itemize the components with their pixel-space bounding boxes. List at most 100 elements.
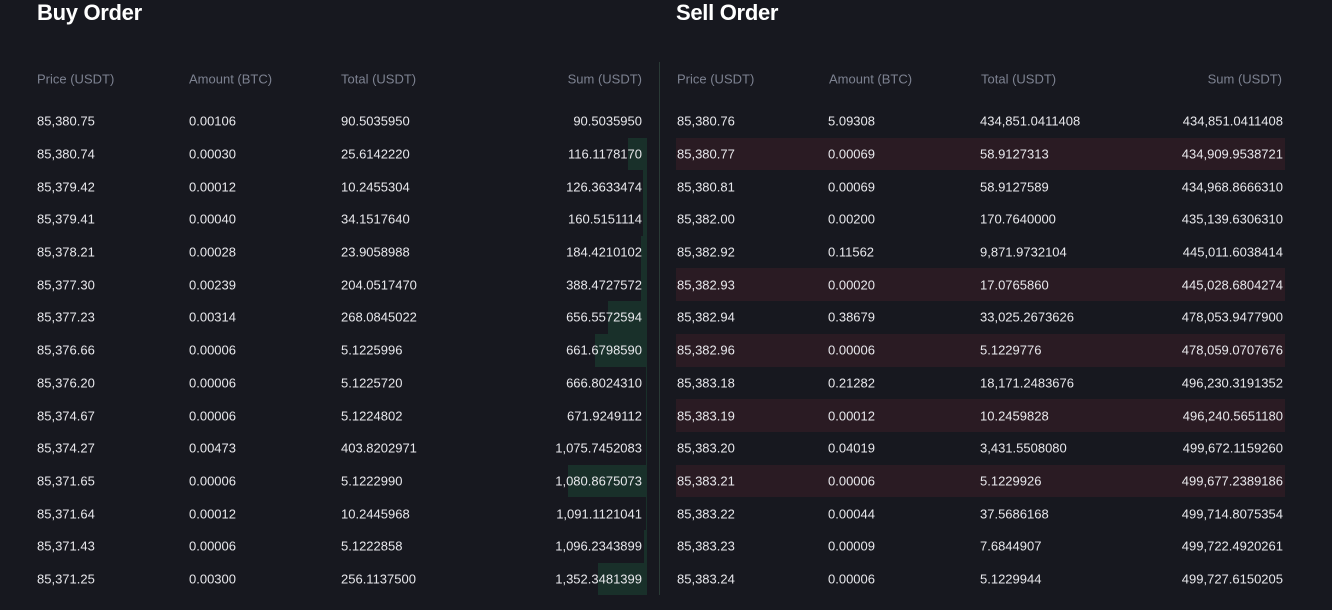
cell-total: 5.1222858 (341, 538, 403, 554)
cell-total: 90.5035950 (341, 113, 410, 129)
sell-order-row[interactable]: 85,380.76 5.09308 434,851.0411408 434,851.0… (676, 105, 1285, 138)
cell-sum: 499,727.6150205 (1181, 571, 1283, 587)
buy-order-row[interactable]: 85,380.75 0.00106 90.5035950 90.5035950 (37, 105, 647, 138)
header-price: Price (USDT) (677, 71, 755, 86)
cell-sum: 434,909.9538721 (1181, 146, 1283, 162)
buy-order-row[interactable]: 85,380.74 0.00030 25.6142220 116.1178170 (37, 137, 647, 171)
cell-price: 85,383.23 (677, 538, 735, 554)
sell-order-row[interactable]: 85,383.23 0.00009 7.6844907 499,722.4920261 (676, 530, 1285, 563)
cell-sum: 656.5572594 (566, 309, 642, 325)
cell-amount: 0.00006 (828, 473, 875, 489)
cell-price: 85,380.76 (677, 113, 735, 129)
cell-price: 85,376.20 (37, 375, 95, 391)
buy-order-row[interactable]: 85,374.67 0.00006 5.1224802 671.9249112 (37, 399, 647, 432)
buy-order-row[interactable]: 85,377.30 0.00239 204.0517470 388.4727572 (37, 268, 647, 302)
cell-sum: 671.9249112 (567, 408, 642, 424)
buy-order-book: Price (USDT) Amount (BTC) Total (USDT) S… (37, 62, 647, 596)
cell-sum: 1,352.3481399 (555, 571, 642, 587)
cell-total: 10.2455304 (341, 179, 410, 195)
cell-sum: 434,968.8666310 (1181, 179, 1283, 195)
buy-order-row[interactable]: 85,371.25 0.00300 256.1137500 1,352.3481399 (37, 562, 647, 596)
cell-price: 85,383.18 (677, 375, 735, 391)
sell-order-row[interactable]: 85,382.96 0.00006 5.1229776 478,059.0707676 (676, 333, 1285, 367)
cell-total: 10.2459828 (980, 408, 1049, 424)
cell-total: 17.0765860 (980, 277, 1049, 293)
cell-price: 85,383.19 (677, 408, 735, 424)
cell-amount: 0.00200 (828, 211, 875, 227)
depth-bar (645, 497, 647, 530)
cell-price: 85,377.30 (37, 277, 95, 293)
cell-sum: 661.6798590 (566, 342, 642, 358)
cell-amount: 0.21282 (828, 375, 875, 391)
cell-amount: 0.00009 (828, 538, 875, 554)
buy-order-row[interactable]: 85,374.27 0.00473 403.8202971 1,075.7452083 (37, 431, 647, 465)
cell-amount: 0.00006 (189, 408, 236, 424)
sell-rows: 85,380.76 5.09308 434,851.0411408 434,851.0… (676, 105, 1285, 596)
cell-amount: 0.38679 (828, 309, 875, 325)
sell-order-row[interactable]: 85,383.19 0.00012 10.2459828 496,240.565118… (676, 399, 1285, 432)
buy-order-row[interactable]: 85,376.66 0.00006 5.1225996 661.6798590 (37, 333, 647, 367)
cell-amount: 0.00012 (828, 408, 875, 424)
cell-sum: 126.3633474 (566, 179, 642, 195)
cell-total: 5.1225720 (341, 375, 403, 391)
cell-total: 5.1229776 (980, 342, 1042, 358)
cell-amount: 0.00106 (189, 113, 236, 129)
depth-bar (594, 333, 647, 367)
sell-order-row[interactable]: 85,382.93 0.00020 17.0765860 445,028.680427… (676, 268, 1285, 302)
sell-order-row[interactable]: 85,382.94 0.38679 33,025.2673626 478,053.94… (676, 301, 1285, 334)
sell-order-row[interactable]: 85,383.22 0.00044 37.5686168 499,714.807535… (676, 497, 1285, 530)
cell-price: 85,383.24 (677, 571, 735, 587)
cell-amount: 0.00028 (189, 244, 236, 260)
cell-price: 85,382.92 (677, 244, 735, 260)
sell-order-row[interactable]: 85,380.77 0.00069 58.9127313 434,909.953872… (676, 137, 1285, 171)
cell-price: 85,382.94 (677, 309, 735, 325)
cell-sum: 1,091.1121041 (556, 506, 642, 522)
cell-total: 204.0517470 (341, 277, 417, 293)
buy-order-row[interactable]: 85,371.64 0.00012 10.2445968 1,091.1121041 (37, 497, 647, 530)
cell-sum: 499,677.2389186 (1181, 473, 1283, 489)
cell-amount: 0.00012 (189, 179, 236, 195)
cell-amount: 0.00006 (828, 571, 875, 587)
header-sum: Sum (USDT) (1207, 71, 1282, 86)
depth-bar (627, 137, 647, 171)
cell-sum: 434,851.0411408 (1182, 113, 1283, 129)
sell-order-row[interactable]: 85,383.18 0.21282 18,171.2483676 496,230.31… (676, 367, 1285, 400)
cell-total: 5.1229944 (980, 571, 1042, 587)
cell-price: 85,383.21 (677, 473, 735, 489)
cell-total: 33,025.2673626 (980, 309, 1074, 325)
sell-order-row[interactable]: 85,383.20 0.04019 3,431.5508080 499,672.115… (676, 432, 1285, 465)
buy-order-row[interactable]: 85,371.43 0.00006 5.1222858 1,096.2343899 (37, 529, 647, 563)
cell-sum: 445,028.6804274 (1181, 277, 1283, 293)
buy-order-row[interactable]: 85,378.21 0.00028 23.9058988 184.4210102 (37, 235, 647, 269)
sell-order-title: Sell Order (676, 0, 779, 25)
cell-sum: 1,080.8675073 (555, 473, 642, 489)
buy-order-row[interactable]: 85,376.20 0.00006 5.1225720 666.8024310 (37, 366, 647, 400)
sell-order-row[interactable]: 85,380.81 0.00069 58.9127589 434,968.866631… (676, 170, 1285, 203)
cell-amount: 0.00006 (189, 538, 236, 554)
cell-total: 3,431.5508080 (980, 440, 1067, 456)
buy-order-row[interactable]: 85,377.23 0.00314 268.0845022 656.5572594 (37, 301, 647, 334)
cell-amount: 0.00300 (189, 571, 236, 587)
cell-total: 5.1225996 (341, 342, 403, 358)
cell-total: 37.5686168 (980, 506, 1049, 522)
sell-order-row[interactable]: 85,382.00 0.00200 170.7640000 435,139.63063… (676, 203, 1285, 236)
sell-order-row[interactable]: 85,383.24 0.00006 5.1229944 499,727.6150205 (676, 563, 1285, 596)
cell-price: 85,382.93 (677, 277, 735, 293)
cell-sum: 116.1178170 (568, 146, 642, 162)
cell-sum: 478,053.9477900 (1181, 309, 1283, 325)
cell-total: 34.1517640 (341, 211, 410, 227)
cell-price: 85,380.75 (37, 113, 95, 129)
cell-price: 85,382.96 (677, 342, 735, 358)
buy-order-row[interactable]: 85,371.65 0.00006 5.1222990 1,080.8675073 (37, 464, 647, 498)
cell-amount: 0.00069 (828, 179, 875, 195)
sell-order-row[interactable]: 85,383.21 0.00006 5.1229926 499,677.2389186 (676, 464, 1285, 498)
header-amount: Amount (BTC) (829, 71, 913, 86)
buy-order-row[interactable]: 85,379.41 0.00040 34.1517640 160.5151114 (37, 203, 647, 236)
cell-price: 85,371.43 (37, 538, 95, 554)
depth-bar (597, 562, 647, 596)
cell-total: 403.8202971 (341, 440, 417, 456)
cell-sum: 496,230.3191352 (1181, 375, 1283, 391)
sell-order-row[interactable]: 85,382.92 0.11562 9,871.9732104 445,011.603… (676, 236, 1285, 269)
buy-order-row[interactable]: 85,379.42 0.00012 10.2455304 126.3633474 (37, 170, 647, 204)
cell-sum: 496,240.5651180 (1182, 408, 1283, 424)
